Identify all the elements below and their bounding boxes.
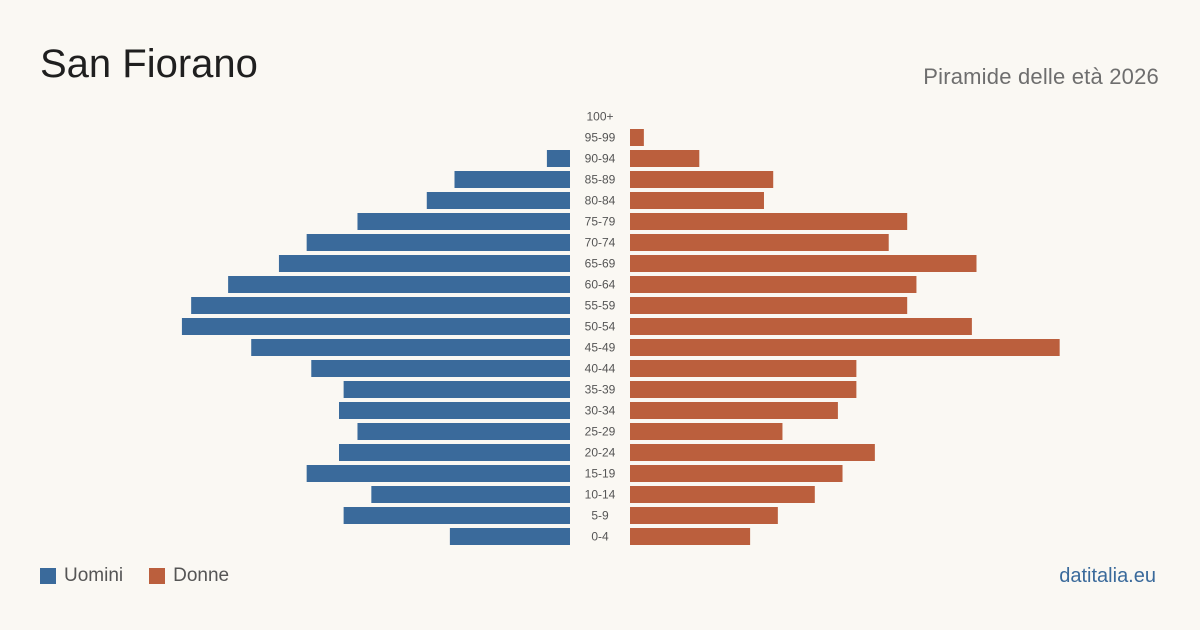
male-bars (181, 150, 571, 545)
bar-male-80-84 (426, 192, 570, 209)
bar-male-50-54 (181, 318, 571, 335)
age-label-20-24: 20-24 (585, 446, 616, 460)
legend: Uomini Donne (40, 565, 255, 587)
bar-female-50-54 (630, 318, 972, 335)
bar-male-30-34 (339, 402, 570, 419)
age-label-85-89: 85-89 (585, 173, 616, 187)
bar-female-70-74 (630, 234, 889, 251)
female-bars (630, 129, 1060, 545)
bar-male-65-69 (278, 255, 570, 272)
age-label-100+: 100+ (586, 110, 613, 124)
legend-swatch-male (40, 568, 56, 584)
bar-female-20-24 (630, 444, 875, 461)
bar-female-75-79 (630, 213, 908, 230)
bar-female-40-44 (630, 360, 857, 377)
bar-female-0-4 (630, 528, 751, 545)
bar-female-60-64 (630, 276, 917, 293)
bar-male-55-59 (191, 297, 570, 314)
age-label-10-14: 10-14 (585, 488, 616, 502)
brand-link[interactable]: datitalia.eu (1059, 565, 1156, 587)
bar-female-55-59 (630, 297, 908, 314)
bar-male-75-79 (357, 213, 570, 230)
chart-subtitle: Piramide delle età 2026 (923, 64, 1159, 89)
age-label-55-59: 55-59 (585, 299, 616, 313)
legend-label-male: Uomini (64, 565, 124, 586)
age-label-45-49: 45-49 (585, 341, 616, 355)
age-label-65-69: 65-69 (585, 257, 616, 271)
legend-item-female: Donne (149, 565, 229, 587)
bar-male-40-44 (311, 360, 570, 377)
age-label-95-99: 95-99 (585, 131, 616, 145)
bar-female-25-29 (630, 423, 783, 440)
bar-female-15-19 (630, 465, 843, 482)
bar-female-95-99 (630, 129, 644, 146)
bar-female-35-39 (630, 381, 857, 398)
bar-female-5-9 (630, 507, 778, 524)
legend-item-male: Uomini (40, 565, 123, 587)
bar-male-15-19 (306, 465, 570, 482)
age-label-75-79: 75-79 (585, 215, 616, 229)
bar-male-45-49 (251, 339, 570, 356)
bar-female-85-89 (630, 171, 774, 188)
bar-female-45-49 (630, 339, 1060, 356)
bar-female-30-34 (630, 402, 838, 419)
age-label-70-74: 70-74 (585, 236, 616, 250)
bar-male-90-94 (546, 150, 570, 167)
bar-male-85-89 (454, 171, 570, 188)
age-label-90-94: 90-94 (585, 152, 616, 166)
chart-title: San Fiorano (40, 42, 258, 86)
legend-label-female: Donne (173, 565, 230, 586)
bar-female-90-94 (630, 150, 700, 167)
age-label-80-84: 80-84 (585, 194, 616, 208)
age-label-5-9: 5-9 (591, 509, 609, 523)
bar-female-10-14 (630, 486, 815, 503)
age-label-25-29: 25-29 (585, 425, 616, 439)
bar-female-65-69 (630, 255, 977, 272)
bar-male-0-4 (449, 528, 570, 545)
bar-female-80-84 (630, 192, 764, 209)
legend-swatch-female (149, 568, 166, 584)
age-label-15-19: 15-19 (585, 467, 616, 481)
bar-male-5-9 (343, 507, 570, 524)
age-group-labels: 100+ 95-99 90-94 85-89 80-84 75-79 70-74 65-69 6… (585, 110, 616, 544)
population-pyramid-chart: 100+ 95-99 90-94 85-89 80-84 75-79 70-74 65-69 6… (181, 110, 1060, 545)
bar-male-20-24 (339, 444, 570, 461)
age-label-30-34: 30-34 (585, 404, 616, 418)
bar-male-60-64 (228, 276, 570, 293)
bar-male-35-39 (343, 381, 570, 398)
bar-male-10-14 (371, 486, 570, 503)
age-label-35-39: 35-39 (585, 383, 616, 397)
age-label-40-44: 40-44 (585, 362, 616, 376)
age-label-60-64: 60-64 (585, 278, 616, 292)
age-label-50-54: 50-54 (585, 320, 616, 334)
bar-male-70-74 (306, 234, 570, 251)
bar-male-25-29 (357, 423, 570, 440)
age-label-0-4: 0-4 (591, 530, 609, 544)
